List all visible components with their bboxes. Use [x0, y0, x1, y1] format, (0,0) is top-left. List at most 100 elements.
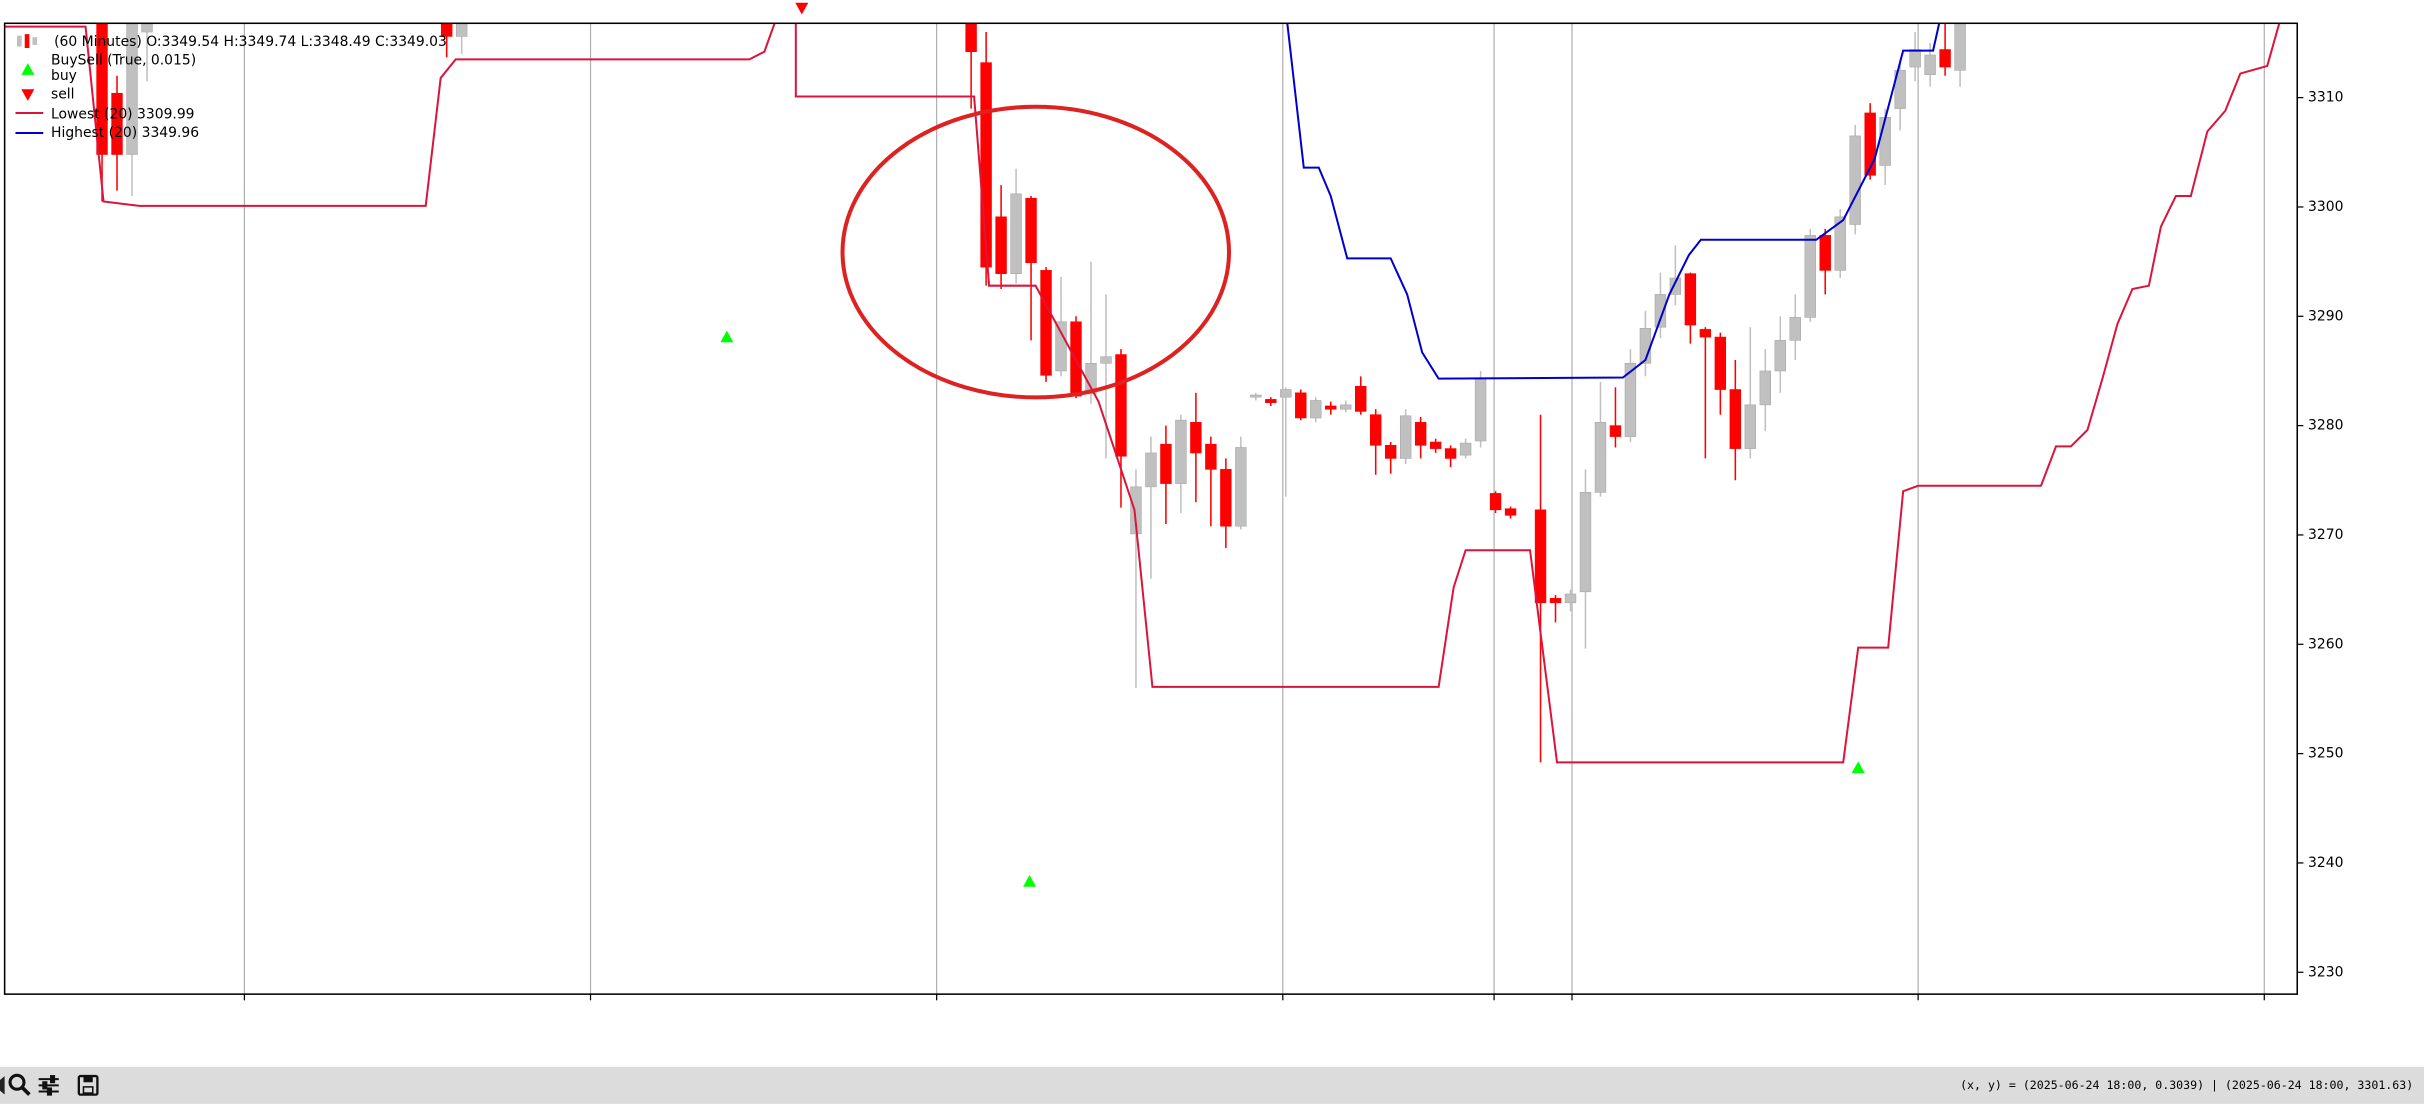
y-tick-label: 3240: [2308, 855, 2343, 871]
candle-body: [1055, 321, 1067, 372]
candle-body: [1115, 354, 1127, 457]
legend-label: buy: [51, 68, 77, 84]
candle-body: [1624, 362, 1637, 437]
zoom-button[interactable]: [8, 1073, 31, 1096]
legend-icon: [32, 37, 38, 45]
candle-body: [995, 216, 1007, 274]
legend-swatch: [21, 89, 35, 101]
markers: [720, 2, 1865, 887]
indicator-line: [4, 23, 2281, 764]
candle-body: [1474, 378, 1487, 442]
candle-body: [1250, 394, 1262, 398]
candle-body: [1010, 193, 1022, 274]
candle-body: [1864, 112, 1876, 176]
configure-button[interactable]: [38, 1075, 59, 1096]
candle-body: [965, 23, 977, 53]
legend-icon: [24, 34, 30, 49]
candle-body: [1325, 405, 1337, 410]
candle-body: [1205, 443, 1217, 470]
candle-body: [1175, 419, 1187, 484]
candle-body: [1310, 400, 1322, 419]
candle-body: [1220, 469, 1232, 527]
candle-body: [1549, 598, 1562, 604]
candle-body: [1669, 277, 1682, 295]
candle-body: [1265, 399, 1277, 403]
legend-label: Highest (20) 3349.96: [51, 125, 199, 141]
y-tick-label: 3250: [2308, 746, 2343, 762]
candle-body: [1564, 593, 1577, 604]
candle-body: [1759, 370, 1771, 406]
candle-body: [1340, 404, 1352, 410]
candle-body: [1894, 69, 1906, 109]
candle-body: [1594, 422, 1607, 493]
candle-body: [1654, 294, 1667, 328]
candle-body: [1924, 54, 1936, 75]
candle-body: [1729, 389, 1742, 449]
indicator-line: [1286, 23, 1941, 380]
candle-body: [96, 23, 108, 155]
candle-body: [1414, 422, 1427, 446]
signal-marker: [1851, 761, 1865, 774]
candle-body: [1684, 273, 1697, 326]
plot-frame: [3, 22, 2299, 995]
y-tick-label: 3290: [2308, 308, 2343, 324]
home-button[interactable]: [0, 1076, 5, 1095]
candle-body: [1849, 135, 1861, 225]
candle-body: [1819, 235, 1831, 271]
candle-body: [1534, 509, 1547, 604]
candle-body: [1714, 336, 1727, 390]
candle-body: [1295, 392, 1307, 419]
legend-label: BuySell (True, 0.015): [51, 52, 196, 68]
candle-body: [1399, 415, 1412, 459]
candle-body: [1160, 443, 1172, 484]
candle-body: [980, 62, 992, 268]
toolbar: (x, y) = (2025-06-24 18:00, 0.3039) | (2…: [0, 1066, 2424, 1104]
plot-area: [4, 23, 2281, 764]
candle-body: [1384, 444, 1397, 459]
candle-body: [1939, 49, 1951, 68]
candle-body: [1190, 422, 1202, 454]
signal-marker: [1023, 875, 1037, 887]
candle-body: [1804, 235, 1816, 318]
candle-body: [440, 23, 453, 37]
candle-body: [1444, 448, 1457, 459]
y-tick-label: 3280: [2308, 418, 2343, 434]
candle-body: [1459, 442, 1472, 456]
y-tick-label: 3300: [2308, 199, 2343, 215]
candle-body: [1834, 216, 1846, 271]
candle-body: [1040, 270, 1052, 376]
status-text: (x, y) = (2025-06-24 18:00, 0.3039) | (2…: [1960, 1078, 2413, 1092]
y-tick-label: 3260: [2308, 636, 2343, 652]
save-button[interactable]: [77, 1074, 99, 1096]
candle-body: [1744, 404, 1757, 449]
legend-swatch: [21, 63, 35, 75]
legend: (60 Minutes) O:3349.54 H:3349.74 L:3348.…: [15, 34, 447, 141]
candle-body: [1609, 425, 1622, 437]
candle-body: [455, 23, 468, 37]
candle-body: [1429, 441, 1442, 449]
annotation-ellipse: [840, 104, 1232, 400]
signal-marker: [795, 2, 809, 15]
y-tick-label: 3310: [2308, 90, 2343, 106]
legend-label: sell: [51, 86, 75, 102]
candle-body: [1504, 508, 1517, 516]
candle-body: [1909, 49, 1921, 68]
candle-body: [1355, 385, 1367, 412]
legend-label: Lowest (20) 3309.99: [51, 107, 195, 123]
candle-body: [1235, 447, 1247, 527]
candle-body: [126, 23, 138, 155]
signal-marker: [720, 330, 734, 343]
candle-body: [1954, 23, 1966, 71]
candle-body: [1489, 493, 1502, 511]
candle-body: [1145, 452, 1157, 488]
y-tick-label: 3230: [2308, 964, 2343, 980]
candle-body: [1789, 317, 1801, 341]
toolbar-background: [0, 1066, 2424, 1104]
axes: 3230324032503260327032803290330033103320: [243, 90, 2343, 1001]
candle-body: [1879, 117, 1891, 166]
candle-body: [1100, 356, 1112, 364]
candle-body: [1025, 197, 1037, 264]
